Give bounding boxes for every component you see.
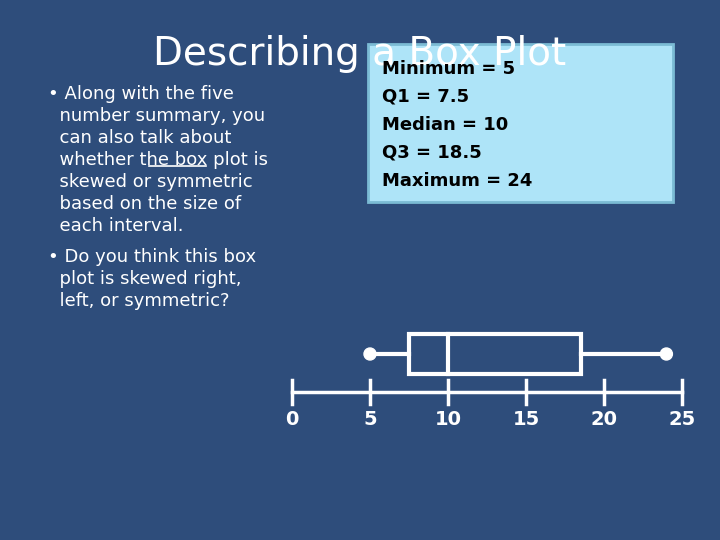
Text: based on the size of: based on the size of: [48, 195, 241, 213]
Text: Median = 10: Median = 10: [382, 116, 508, 134]
Text: 5: 5: [363, 410, 377, 429]
Text: • Do you think this box: • Do you think this box: [48, 248, 256, 266]
Text: Q3 = 18.5: Q3 = 18.5: [382, 144, 482, 162]
Bar: [409, 334, 580, 374]
Text: • Along with the five: • Along with the five: [48, 85, 234, 103]
Text: each interval.: each interval.: [48, 217, 184, 235]
Circle shape: [660, 348, 672, 360]
Text: Q1 = 7.5: Q1 = 7.5: [382, 88, 469, 106]
Bar: [368, 44, 673, 202]
Text: number summary, you: number summary, you: [48, 107, 265, 125]
Text: 10: 10: [434, 410, 462, 429]
Text: Describing a Box Plot: Describing a Box Plot: [153, 35, 567, 73]
Text: skewed or symmetric: skewed or symmetric: [48, 173, 253, 191]
Text: 20: 20: [590, 410, 618, 429]
Text: 0: 0: [285, 410, 299, 429]
Text: Maximum = 24: Maximum = 24: [382, 172, 532, 190]
Text: plot is skewed right,: plot is skewed right,: [48, 270, 241, 288]
Text: Minimum = 5: Minimum = 5: [382, 60, 515, 78]
Text: whether the box plot is: whether the box plot is: [48, 151, 268, 169]
Text: left, or symmetric?: left, or symmetric?: [48, 292, 230, 310]
Text: 25: 25: [668, 410, 696, 429]
Circle shape: [364, 348, 376, 360]
Text: can also talk about: can also talk about: [48, 129, 231, 147]
Text: 15: 15: [513, 410, 539, 429]
